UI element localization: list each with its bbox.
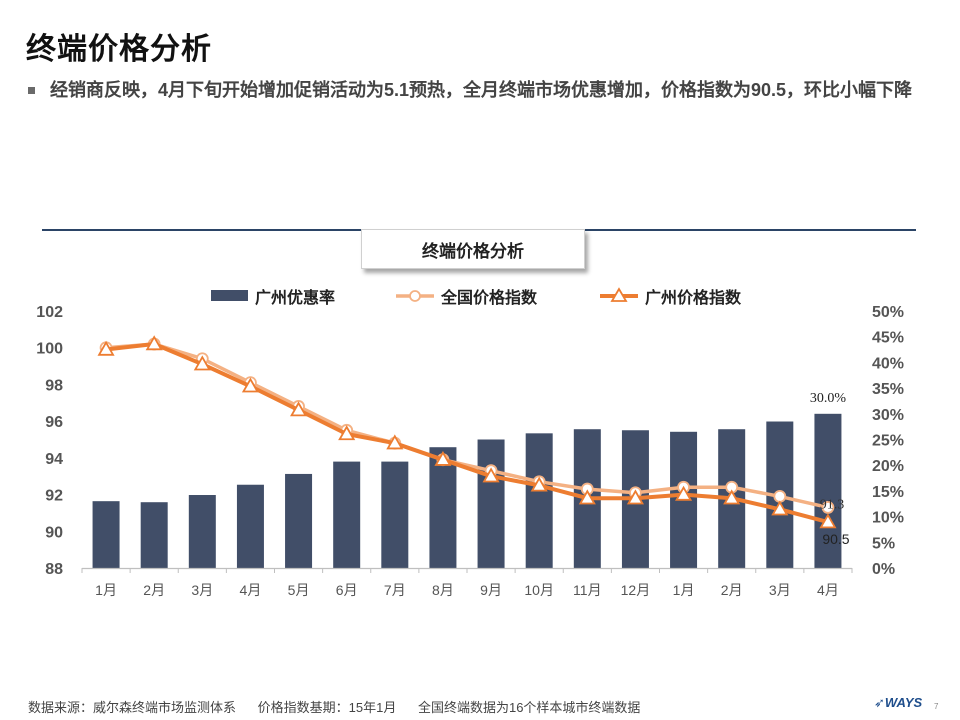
page-number: 7 (934, 702, 939, 711)
line-point (241, 377, 259, 393)
line-point (821, 501, 835, 514)
bar (140, 502, 168, 568)
y-left-tick-label: 90 (45, 524, 63, 541)
x-tick-label: 3月 (191, 582, 213, 598)
x-tick-label: 5月 (288, 582, 310, 598)
line-point (578, 489, 596, 505)
footer: 数据来源：威尔森终端市场监测体系 价格指数基期：15年1月 全国终端数据为16个… (28, 697, 658, 716)
x-tick-label: 6月 (336, 582, 358, 598)
data-label: 90.5 (822, 531, 849, 547)
y-left-tick-label: 92 (45, 488, 63, 505)
chart-title: 终端价格分析 (361, 229, 585, 269)
line-point (819, 513, 837, 529)
line-point (97, 340, 115, 356)
y-left-tick-label: 102 (36, 304, 63, 321)
bar (333, 461, 361, 568)
bar (429, 447, 457, 568)
x-tick-label: 8月 (432, 582, 454, 598)
y-left-tick-label: 96 (45, 414, 63, 431)
bar (92, 501, 120, 568)
bullet-square-icon (28, 87, 35, 94)
y-right-tick-label: 10% (872, 510, 904, 527)
y-right-tick-label: 45% (872, 330, 904, 347)
x-tick-label: 3月 (769, 582, 791, 598)
footer-base: 价格指数基期：15年1月 (257, 700, 397, 715)
line-point (145, 335, 163, 351)
line-point (626, 489, 644, 505)
x-tick-label: 10月 (524, 582, 554, 598)
bar (381, 461, 409, 568)
line-point (675, 485, 693, 501)
legend-label: 全国价格指数 (440, 288, 538, 307)
summary-bullet: 经销商反映，4月下旬开始增加促销活动为5.1预热，全月终端市场优惠增加，价格指数… (28, 78, 948, 103)
bar (188, 495, 216, 568)
logo-text: WAYS (884, 695, 923, 710)
guangzhou-price-line (105, 342, 829, 525)
y-right-tick-label: 50% (872, 304, 904, 321)
line-point (771, 500, 789, 516)
line-point (290, 401, 308, 417)
x-tick-label: 9月 (480, 582, 502, 598)
x-tick-label: 1月 (673, 582, 695, 598)
page-title: 终端价格分析 (26, 33, 212, 66)
line-point (773, 490, 787, 503)
line-point (482, 467, 500, 483)
x-tick-label: 11月 (573, 582, 602, 598)
line-point (193, 355, 211, 371)
legend-swatch (211, 290, 248, 301)
y-right-tick-label: 30% (872, 407, 904, 424)
legend-marker (610, 287, 628, 302)
legend-marker (409, 290, 421, 302)
x-tick-label: 4月 (817, 582, 839, 598)
line-point (386, 434, 404, 450)
logo-swoosh-icon: ➶ (874, 695, 885, 710)
line-point (338, 425, 356, 441)
footer-note: 全国终端数据为16个样本城市终端数据 (417, 700, 641, 715)
bar (477, 439, 505, 568)
y-right-tick-label: 0% (872, 561, 895, 578)
y-right-tick-label: 5% (872, 535, 895, 552)
y-right-tick-label: 35% (872, 381, 904, 398)
bar (525, 433, 553, 568)
national-price-line (105, 342, 829, 510)
line-point (723, 489, 741, 505)
footer-source: 数据来源：威尔森终端市场监测体系 (28, 700, 237, 715)
bar (814, 413, 842, 568)
legend-label: 广州优惠率 (255, 288, 335, 307)
bar (285, 473, 313, 568)
y-right-tick-label: 20% (872, 458, 904, 475)
data-label: 30.0% (810, 391, 847, 406)
y-right-tick-label: 25% (872, 433, 904, 450)
x-tick-label: 12月 (621, 582, 651, 598)
y-left-tick-label: 88 (45, 561, 63, 578)
x-tick-label: 1月 (95, 582, 117, 598)
bar (236, 484, 264, 568)
data-label: 91.3 (820, 497, 845, 512)
y-right-tick-label: 15% (872, 484, 904, 501)
line-point (434, 450, 452, 466)
x-tick-label: 7月 (384, 582, 406, 598)
y-left-tick-label: 98 (45, 377, 63, 394)
x-tick-label: 2月 (143, 582, 165, 598)
x-tick-label: 4月 (240, 582, 262, 598)
y-left-tick-label: 100 (36, 341, 63, 358)
summary-text: 经销商反映，4月下旬开始增加促销活动为5.1预热，全月终端市场优惠增加，价格指数… (50, 80, 913, 100)
y-right-tick-label: 40% (872, 355, 904, 372)
legend-label: 广州价格指数 (645, 288, 742, 307)
line-point (530, 476, 548, 492)
y-left-tick-label: 94 (45, 451, 63, 468)
x-tick-label: 2月 (721, 582, 743, 598)
ways-logo: ➶WAYS (874, 695, 922, 711)
